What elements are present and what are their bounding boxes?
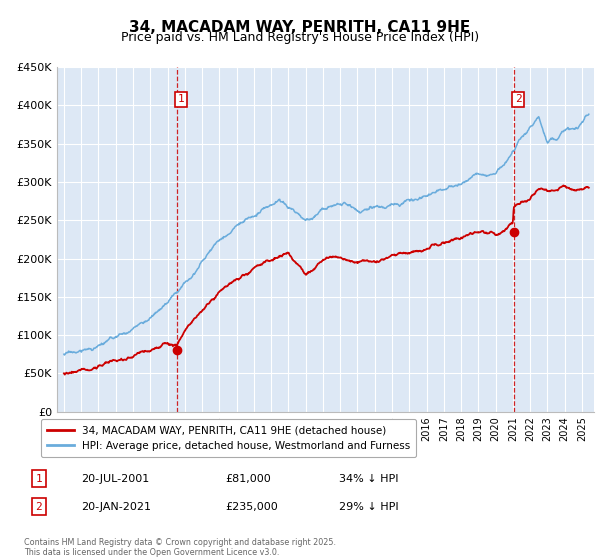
Text: £235,000: £235,000 xyxy=(225,502,278,512)
Text: 1: 1 xyxy=(35,474,43,484)
Text: 1: 1 xyxy=(178,94,185,104)
Legend: 34, MACADAM WAY, PENRITH, CA11 9HE (detached house), HPI: Average price, detache: 34, MACADAM WAY, PENRITH, CA11 9HE (deta… xyxy=(41,419,416,457)
Text: 34, MACADAM WAY, PENRITH, CA11 9HE: 34, MACADAM WAY, PENRITH, CA11 9HE xyxy=(130,20,470,35)
Text: Contains HM Land Registry data © Crown copyright and database right 2025.
This d: Contains HM Land Registry data © Crown c… xyxy=(24,538,336,557)
Text: £81,000: £81,000 xyxy=(225,474,271,484)
Text: 34% ↓ HPI: 34% ↓ HPI xyxy=(339,474,398,484)
Text: 2: 2 xyxy=(515,94,521,104)
Text: Price paid vs. HM Land Registry's House Price Index (HPI): Price paid vs. HM Land Registry's House … xyxy=(121,31,479,44)
Text: 29% ↓ HPI: 29% ↓ HPI xyxy=(339,502,398,512)
Text: 20-JAN-2021: 20-JAN-2021 xyxy=(81,502,151,512)
Text: 20-JUL-2001: 20-JUL-2001 xyxy=(81,474,149,484)
Text: 2: 2 xyxy=(35,502,43,512)
